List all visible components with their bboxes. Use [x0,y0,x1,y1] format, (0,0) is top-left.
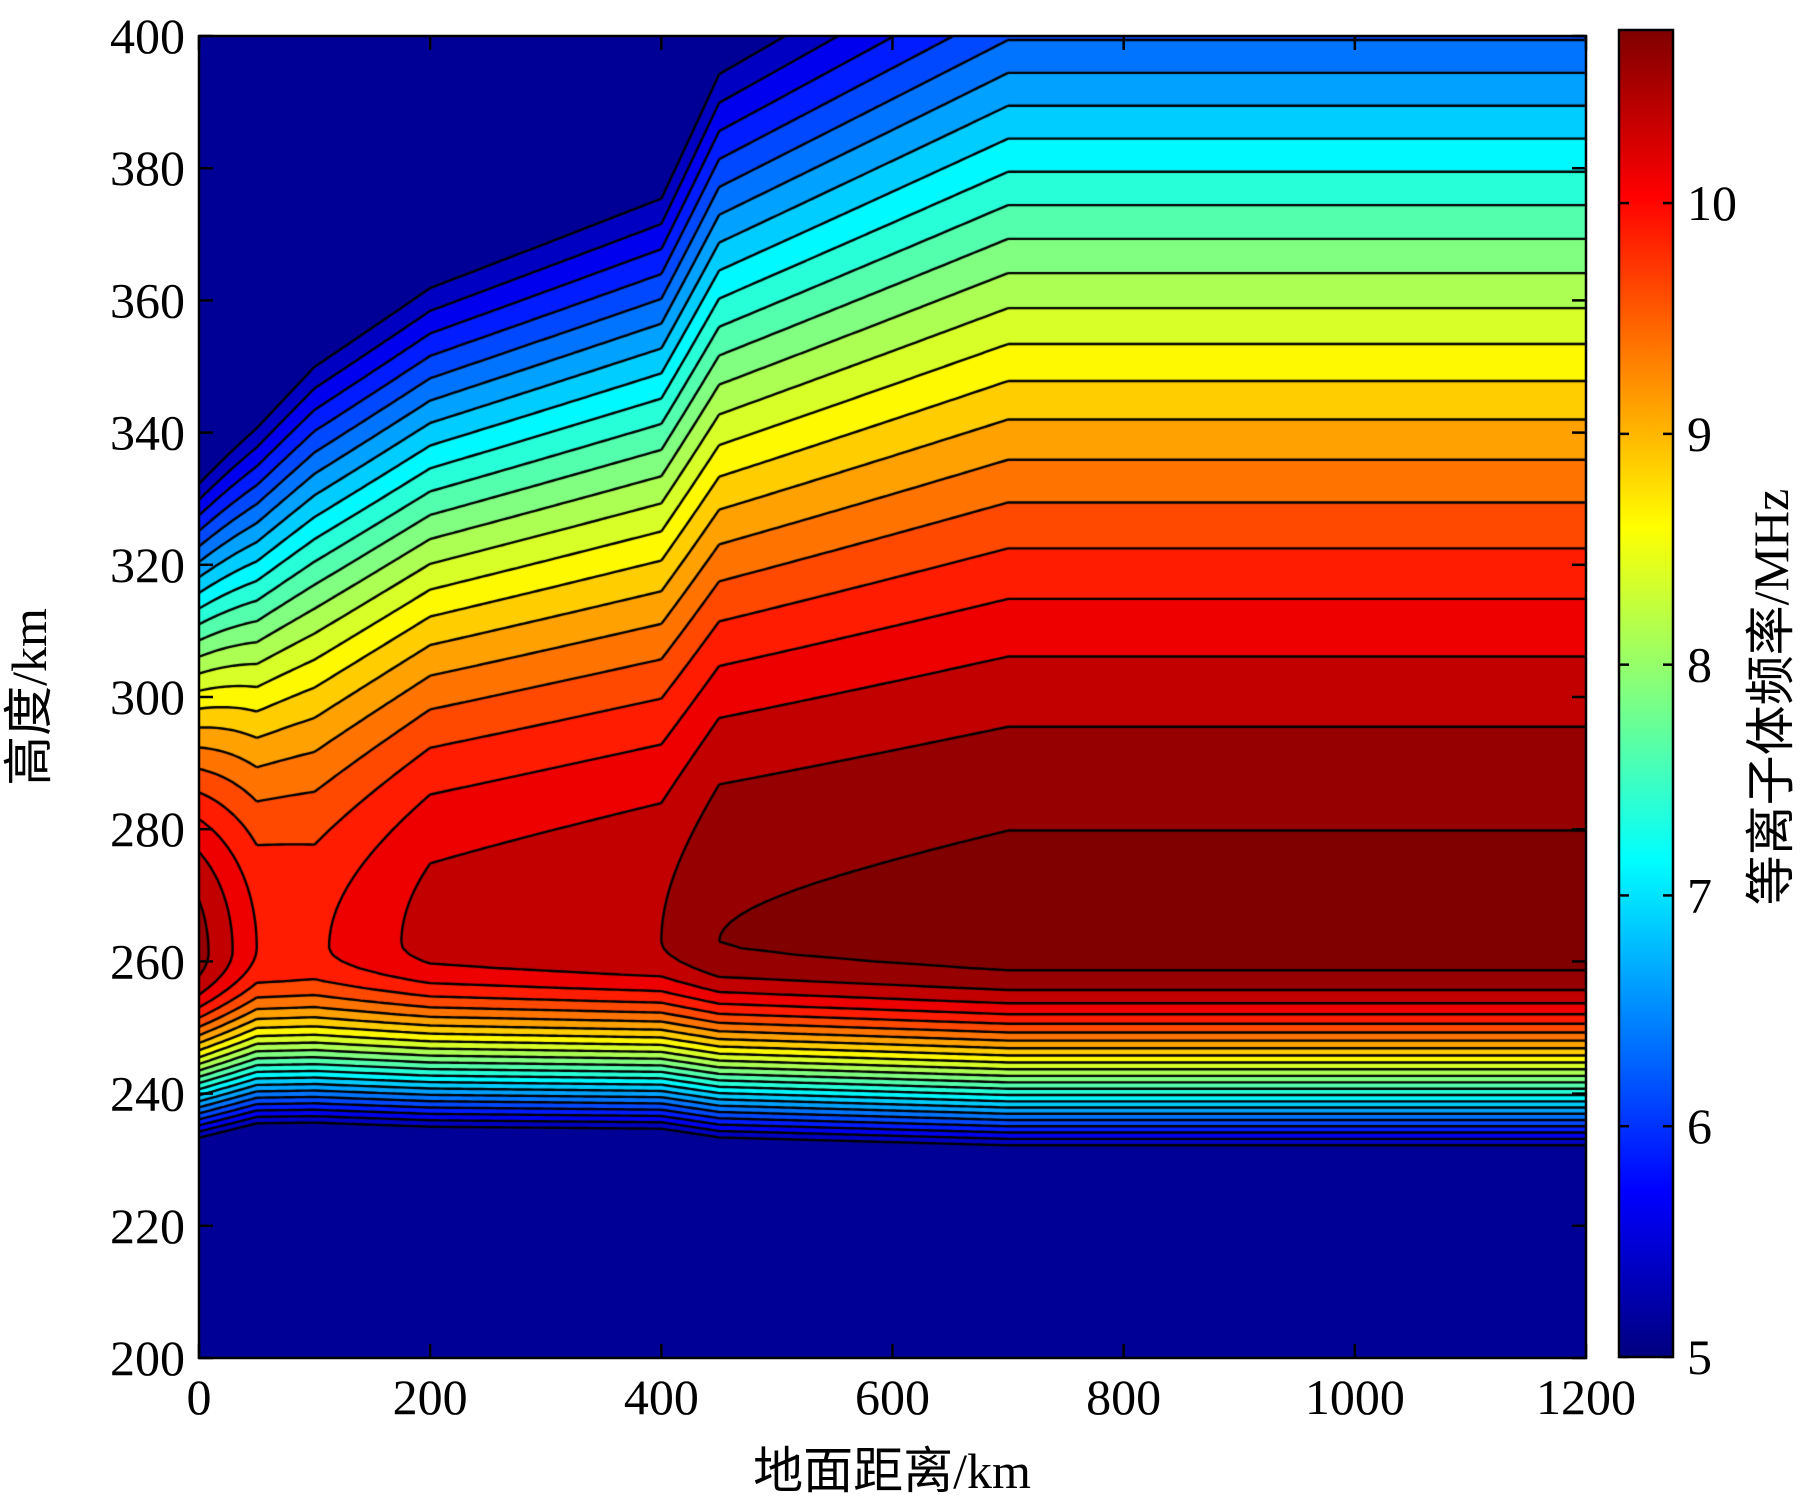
x-tick-label: 1200 [1536,1369,1636,1425]
y-tick-label: 340 [110,405,185,461]
colorbar-tick-label: 9 [1687,406,1712,462]
y-tick-label: 220 [110,1198,185,1254]
y-tick-label: 240 [110,1066,185,1122]
colorbar-ticks: 5 6 7 8 9 10 [1619,175,1737,1385]
y-tick-label: 320 [110,537,185,593]
colorbar-frame [1617,28,1675,1359]
colorbar-title: 等离子体频率/MHz [1743,489,1799,906]
x-tick-label: 0 [187,1369,212,1425]
y-tick-label: 400 [110,8,185,64]
y-tick-label: 280 [110,801,185,857]
colorbar-tick-label: 7 [1687,867,1712,923]
x-tick-label: 400 [624,1369,699,1425]
x-axis-title: 地面距离/km [753,1443,1031,1499]
colorbar-tick-label: 5 [1687,1329,1712,1385]
x-axis: 0 200 400 600 800 1000 1200 [187,36,1636,1425]
x-tick-label: 200 [393,1369,468,1425]
colorbar-gradient [1619,30,1673,1357]
y-tick-label: 200 [110,1330,185,1386]
colorbar: 5 6 7 8 9 10 [1617,28,1737,1385]
y-tick-label: 360 [110,272,185,328]
x-tick-label: 800 [1086,1369,1161,1425]
y-tick-label: 260 [110,933,185,989]
y-axis: 200 220 240 260 280 300 320 340 360 380 400 [110,8,1586,1386]
contour-fill [199,36,1586,1358]
y-tick-label: 300 [110,669,185,725]
y-axis-title: 高度/km [1,608,57,786]
colorbar-tick-label: 8 [1687,637,1712,693]
colorbar-tick-label: 10 [1687,175,1737,231]
colorbar-tick-label: 6 [1687,1098,1712,1154]
x-tick-label: 1000 [1305,1369,1405,1425]
y-tick-label: 380 [110,140,185,196]
x-tick-label: 600 [855,1369,930,1425]
plot-area [199,36,1586,1358]
